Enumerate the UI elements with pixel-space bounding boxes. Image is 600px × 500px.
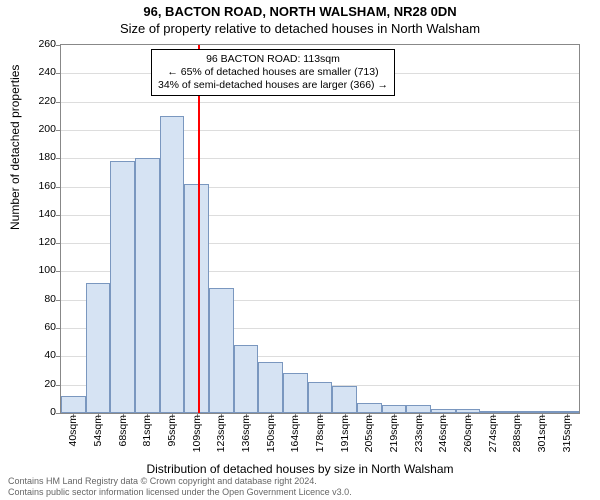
x-tick-label: 274sqm [487, 415, 499, 452]
y-tick-mark [56, 158, 61, 159]
y-tick-label: 0 [16, 407, 56, 417]
x-tick-label: 260sqm [462, 415, 474, 452]
histogram-bar [308, 382, 333, 413]
y-tick-label: 140 [16, 209, 56, 219]
histogram-bar [184, 184, 209, 413]
y-tick-mark [56, 243, 61, 244]
callout-line-3: 34% of semi-detached houses are larger (… [158, 79, 388, 92]
y-tick-label: 160 [16, 181, 56, 191]
histogram-bar [332, 386, 357, 413]
y-tick-label: 200 [16, 124, 56, 134]
y-tick-mark [56, 385, 61, 386]
histogram-bar [382, 405, 407, 413]
x-axis-label: Distribution of detached houses by size … [0, 462, 600, 476]
x-tick-label: 123sqm [215, 415, 227, 452]
x-tick-label: 191sqm [339, 415, 351, 452]
x-tick-label: 81sqm [141, 415, 153, 447]
y-tick-label: 20 [16, 379, 56, 389]
x-tick-label: 136sqm [240, 415, 252, 452]
x-tick-label: 54sqm [92, 415, 104, 447]
footer-attribution: Contains HM Land Registry data © Crown c… [8, 476, 352, 497]
x-tick-label: 219sqm [388, 415, 400, 452]
footer-line-1: Contains HM Land Registry data © Crown c… [8, 476, 352, 486]
x-tick-label: 301sqm [536, 415, 548, 452]
x-tick-label: 246sqm [437, 415, 449, 452]
y-tick-mark [56, 356, 61, 357]
y-tick-mark [56, 215, 61, 216]
x-tick-label: 40sqm [67, 415, 79, 447]
y-tick-mark [56, 271, 61, 272]
x-tick-label: 233sqm [413, 415, 425, 452]
histogram-bar [283, 373, 308, 413]
y-tick-mark [56, 328, 61, 329]
histogram-bar [234, 345, 259, 413]
footer-line-2: Contains public sector information licen… [8, 487, 352, 497]
chart-title-address: 96, BACTON ROAD, NORTH WALSHAM, NR28 0DN [0, 4, 600, 19]
y-tick-label: 100 [16, 265, 56, 275]
reference-line [198, 45, 200, 413]
histogram-bar [357, 403, 382, 413]
x-tick-label: 164sqm [289, 415, 301, 452]
y-axis-label: Number of detached properties [8, 65, 22, 230]
y-tick-label: 80 [16, 294, 56, 304]
callout-line-1: 96 BACTON ROAD: 113sqm [158, 53, 388, 66]
histogram-bar [160, 116, 185, 413]
histogram-bar [110, 161, 135, 413]
marker-callout: 96 BACTON ROAD: 113sqm ← 65% of detached… [151, 49, 395, 96]
x-tick-label: 68sqm [117, 415, 129, 447]
y-tick-mark [56, 300, 61, 301]
y-tick-label: 260 [16, 39, 56, 49]
y-tick-label: 220 [16, 96, 56, 106]
chart-container: 96, BACTON ROAD, NORTH WALSHAM, NR28 0DN… [0, 0, 600, 500]
gridline [61, 102, 579, 103]
y-tick-mark [56, 187, 61, 188]
chart-subtitle: Size of property relative to detached ho… [0, 21, 600, 36]
callout-line-2: ← 65% of detached houses are smaller (71… [158, 66, 388, 79]
y-tick-mark [56, 45, 61, 46]
y-tick-label: 240 [16, 67, 56, 77]
y-tick-mark [56, 130, 61, 131]
y-tick-label: 40 [16, 350, 56, 360]
x-tick-label: 288sqm [511, 415, 523, 452]
plot-area: 40sqm54sqm68sqm81sqm95sqm109sqm123sqm136… [60, 44, 580, 414]
y-tick-mark [56, 413, 61, 414]
x-tick-label: 178sqm [314, 415, 326, 452]
x-tick-label: 315sqm [561, 415, 573, 452]
y-tick-mark [56, 102, 61, 103]
x-tick-label: 109sqm [191, 415, 203, 452]
histogram-bar [61, 396, 86, 413]
x-tick-label: 150sqm [265, 415, 277, 452]
histogram-bar [86, 283, 111, 413]
gridline [61, 130, 579, 131]
x-tick-label: 95sqm [166, 415, 178, 447]
y-tick-label: 180 [16, 152, 56, 162]
y-tick-label: 60 [16, 322, 56, 332]
histogram-bar [406, 405, 431, 413]
histogram-bar [258, 362, 283, 413]
histogram-bar [135, 158, 160, 413]
y-tick-label: 120 [16, 237, 56, 247]
y-tick-mark [56, 73, 61, 74]
histogram-bar [209, 288, 234, 413]
x-tick-label: 205sqm [363, 415, 375, 452]
